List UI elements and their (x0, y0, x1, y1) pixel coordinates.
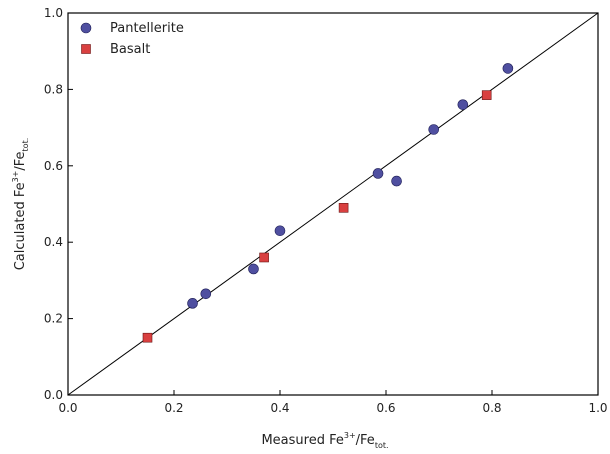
pantellerite-point (274, 225, 286, 237)
identity-reference-line (67, 12, 599, 396)
data-points (142, 63, 514, 343)
y-axis-title-base: Calculated Fe (13, 182, 28, 270)
x-tick-label: 0.0 (58, 401, 77, 415)
y-axis-ticks: 0.0 0.2 0.4 0.6 0.8 1.0 (44, 6, 73, 402)
pantellerite-point (187, 298, 198, 309)
x-tick-label: 0.6 (376, 401, 395, 415)
x-axis-ticks: 0.0 0.2 0.4 0.6 0.8 1.0 (58, 390, 608, 415)
legend: Pantellerite Basalt (80, 21, 184, 57)
x-axis-title: Measured Fe3+/Fetot. (261, 431, 388, 450)
pantellerite-point (372, 168, 384, 179)
basalt-point (481, 90, 492, 100)
basalt-point (142, 332, 153, 343)
y-tick-label: 1.0 (44, 6, 63, 20)
y-axis-title-mid: /Fe (13, 151, 28, 170)
x-axis-title-sub: tot. (375, 441, 389, 450)
x-axis-title-mid: /Fe (356, 433, 375, 448)
pantellerite-point (502, 63, 514, 74)
y-tick-label: 0.8 (44, 82, 63, 96)
basalt-point (338, 203, 349, 213)
y-axis-title: Calculated Fe3+/Fetot. (11, 138, 30, 271)
pantellerite-point (457, 99, 469, 110)
pantellerite-point (428, 124, 440, 135)
x-axis-title-base: Measured Fe (261, 433, 343, 448)
y-axis-title-sub: tot. (21, 138, 30, 152)
pantellerite-point (248, 263, 259, 275)
legend-label-basalt: Basalt (110, 42, 150, 57)
plot-area (67, 12, 599, 396)
y-tick-label: 0.4 (44, 235, 63, 249)
y-tick-label: 0.2 (44, 312, 63, 326)
legend-item-basalt: Basalt (81, 42, 150, 57)
legend-label-pantellerite: Pantellerite (110, 21, 184, 36)
x-tick-label: 0.8 (482, 401, 501, 415)
x-axis-title-sup: 3+ (344, 431, 356, 440)
legend-marker-basalt (81, 44, 91, 54)
plot-frame (67, 12, 599, 396)
y-axis-title-sup: 3+ (11, 171, 20, 183)
pantellerite-point (391, 175, 402, 187)
y-tick-label: 0.0 (44, 388, 63, 402)
y-tick-label: 0.6 (44, 159, 63, 173)
x-tick-label: 1.0 (588, 401, 607, 415)
legend-item-pantellerite: Pantellerite (80, 21, 184, 36)
pantellerite-point (200, 288, 212, 300)
x-tick-label: 0.2 (164, 401, 183, 415)
x-tick-label: 0.4 (270, 401, 289, 415)
legend-marker-pantellerite (80, 22, 92, 34)
basalt-point (259, 252, 269, 263)
